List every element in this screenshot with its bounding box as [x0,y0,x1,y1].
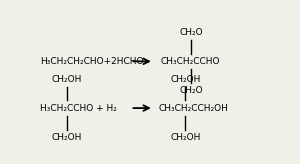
Text: H₃CH₂CH₂CHO+2HCHO: H₃CH₂CH₂CHO+2HCHO [40,57,143,66]
Text: CH₃CH₂CCH₂OH: CH₃CH₂CCH₂OH [158,104,228,113]
Text: CH₂OH: CH₂OH [52,74,82,83]
Text: CH₂OH: CH₂OH [170,133,201,142]
Text: CH₃CH₂CCHO: CH₃CH₂CCHO [161,57,220,66]
Text: CH₂OH: CH₂OH [170,74,201,83]
Text: CH₂O: CH₂O [180,28,203,37]
Text: CH₂O: CH₂O [180,86,203,95]
Text: H₃CH₂CCHO + H₂: H₃CH₂CCHO + H₂ [40,104,117,113]
Text: CH₂OH: CH₂OH [52,133,82,142]
